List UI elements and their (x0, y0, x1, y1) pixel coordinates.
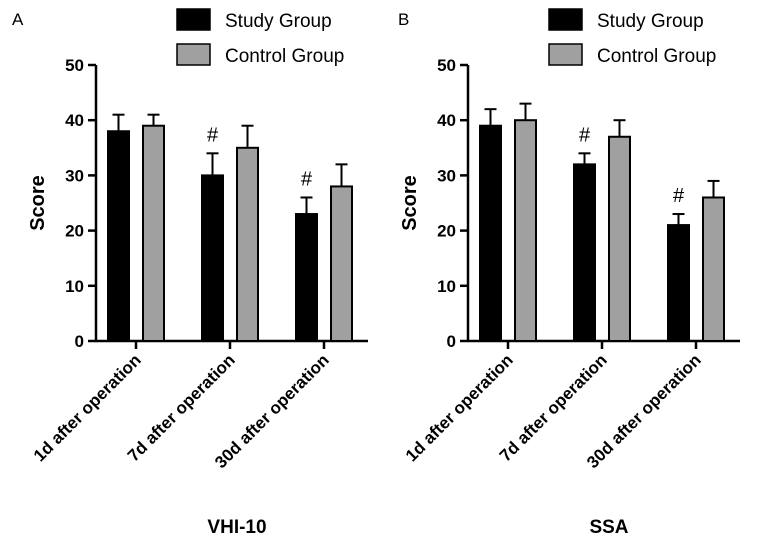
chart-panel-A: A Study Group Control Group 0 10 20 30 40 50 Scor… (12, 8, 368, 538)
panel-letter: B (398, 10, 409, 29)
y-axis-label: Score (27, 175, 49, 231)
chart-panel-B: B Study Group Control Group 0 10 20 30 40 50 Scor… (398, 8, 740, 538)
bar-control (142, 124, 165, 342)
bar-control (702, 196, 725, 342)
legend-label: Control Group (597, 46, 716, 67)
y-tick-label: 40 (437, 111, 456, 130)
y-tick-label: 30 (437, 166, 456, 185)
bar-study (107, 130, 130, 342)
significance-mark: # (673, 185, 685, 207)
y-tick-label: 40 (65, 111, 84, 130)
legend-label: Control Group (225, 46, 344, 67)
significance-mark: # (301, 168, 313, 190)
y-tick-label: 0 (75, 332, 84, 351)
significance-mark: # (579, 124, 591, 146)
bar-control (236, 146, 259, 342)
bar-study (479, 124, 502, 342)
y-tick-label: 30 (65, 166, 84, 185)
y-tick-label: 0 (447, 332, 456, 351)
legend-label: Study Group (225, 11, 332, 32)
y-axis-label: Score (399, 175, 421, 231)
bar-control (330, 185, 353, 342)
bar-study (295, 213, 318, 342)
y-tick-label: 20 (437, 222, 456, 241)
legend-swatch (176, 8, 211, 31)
legend-swatch (176, 43, 211, 66)
bar-control (608, 135, 631, 342)
legend-swatch (548, 43, 583, 66)
bar-study (573, 163, 596, 342)
panel-letter: A (12, 10, 24, 29)
y-tick-label: 10 (65, 277, 84, 296)
legend-label: Study Group (597, 11, 704, 32)
bar-study (201, 174, 224, 342)
y-tick-label: 20 (65, 222, 84, 241)
bar-control (514, 119, 537, 342)
y-tick-label: 10 (437, 277, 456, 296)
chart-title: VHI-10 (207, 517, 266, 538)
legend-swatch (548, 8, 583, 31)
chart-title: SSA (589, 517, 628, 538)
significance-mark: # (207, 124, 219, 146)
y-tick-label: 50 (437, 56, 456, 75)
bar-study (667, 224, 690, 342)
y-tick-label: 50 (65, 56, 84, 75)
